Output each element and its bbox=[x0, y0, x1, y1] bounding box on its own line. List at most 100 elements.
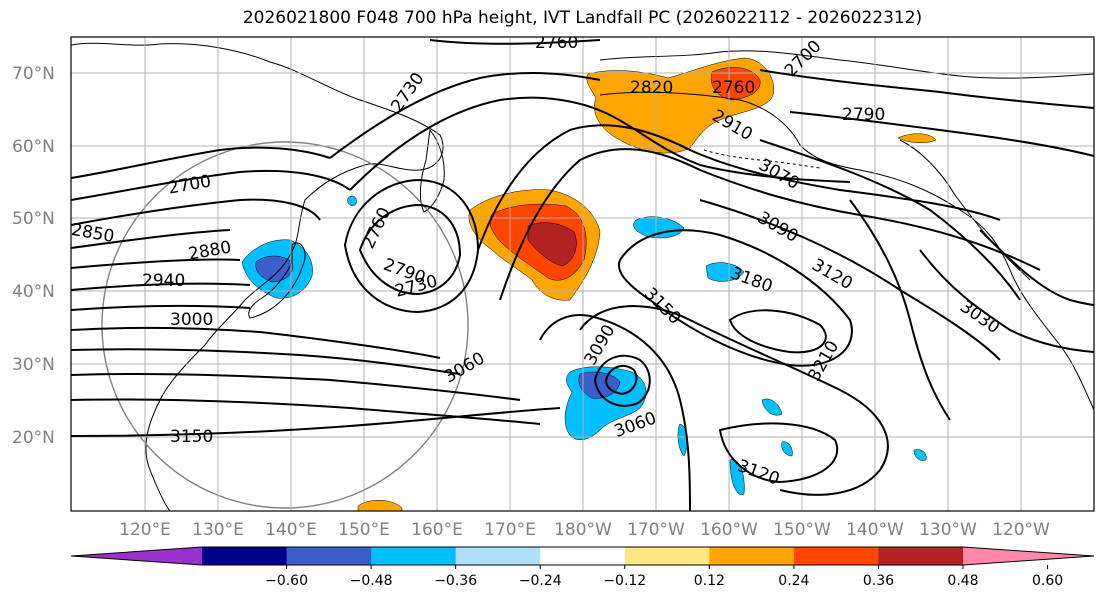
contour-label: 2790 bbox=[842, 105, 885, 125]
colorbar-swatch bbox=[793, 547, 879, 565]
colorbar-swatch bbox=[371, 547, 457, 565]
colorbar-tick-label: 0.36 bbox=[863, 573, 894, 589]
height-contours bbox=[71, 39, 1094, 511]
coast-kamchatka bbox=[419, 128, 445, 213]
anomaly-central-core bbox=[578, 371, 621, 399]
anomaly-small-f bbox=[761, 398, 783, 416]
contour-east-1 bbox=[759, 139, 1021, 301]
contour-2 bbox=[71, 169, 351, 201]
colorbar-tick-label: −0.12 bbox=[603, 573, 646, 589]
contour-sub-low-2 bbox=[604, 364, 638, 396]
contour-11 bbox=[71, 398, 541, 425]
colorbar-swatch bbox=[540, 547, 626, 565]
colorbar-outline bbox=[70, 546, 1095, 566]
contour-high-1 bbox=[617, 229, 853, 367]
lon-label: 130°E bbox=[192, 520, 244, 540]
contour-east-2 bbox=[699, 199, 1001, 361]
latitude-labels: 70°N 60°N 50°N 40°N 30°N 20°N bbox=[12, 64, 55, 448]
contour-1 bbox=[71, 146, 331, 179]
lon-label: 150°W bbox=[773, 520, 831, 540]
coast-na-west bbox=[899, 139, 1031, 281]
anomaly-small-a bbox=[633, 216, 685, 239]
anomaly-small-b bbox=[705, 262, 745, 282]
lon-label: 180°W bbox=[554, 520, 612, 540]
colorbar: −0.60 −0.48 −0.36 −0.24 −0.12 0.12 0.24 0.36 0.4… bbox=[70, 546, 1095, 589]
coast-alaska bbox=[599, 91, 1094, 411]
contour-north-1 bbox=[429, 39, 601, 45]
contour-east-5 bbox=[979, 229, 1094, 306]
lon-label: 150°E bbox=[338, 520, 390, 540]
colorbar-extend-low bbox=[71, 547, 202, 565]
colorbar-tick-label: −0.48 bbox=[350, 573, 393, 589]
contour-label: 2760 bbox=[712, 78, 755, 98]
lat-label: 60°N bbox=[12, 137, 55, 157]
contour-5 bbox=[71, 258, 241, 269]
coastlines bbox=[71, 42, 1094, 511]
contour-ridge-1 bbox=[329, 71, 601, 159]
lat-label: 30°N bbox=[12, 355, 55, 375]
lon-label: 140°W bbox=[846, 520, 904, 540]
contour-8 bbox=[71, 326, 441, 359]
contour-label: 3150 bbox=[170, 427, 213, 447]
contour-label: 2940 bbox=[142, 271, 185, 291]
plot-frame bbox=[70, 36, 1095, 512]
contour-label: 2820 bbox=[630, 78, 673, 98]
anomaly-small-g bbox=[781, 441, 793, 457]
anomaly-small-c bbox=[347, 195, 357, 206]
colorbar-swatch bbox=[624, 547, 710, 565]
anomaly-small-e bbox=[729, 459, 745, 495]
contour-label: 2760 bbox=[535, 33, 578, 53]
colorbar-swatch bbox=[455, 547, 541, 565]
colorbar-tick-label: 0.60 bbox=[1032, 573, 1063, 589]
contour-3 bbox=[71, 198, 321, 226]
colorbar-swatch bbox=[286, 547, 372, 565]
contour-sub-2 bbox=[539, 314, 691, 511]
contour-north-2 bbox=[759, 69, 1094, 109]
lon-label: 120°W bbox=[992, 520, 1050, 540]
contour-ridge-2 bbox=[349, 96, 851, 191]
contour-east-3 bbox=[849, 199, 951, 421]
colorbar-tick-label: 0.24 bbox=[778, 573, 809, 589]
colorbar-swatch bbox=[709, 547, 795, 565]
contour-9 bbox=[71, 348, 461, 375]
anomaly-dateline-core bbox=[527, 222, 577, 267]
lon-label: 170°E bbox=[484, 520, 536, 540]
contour-6 bbox=[71, 282, 251, 291]
lat-label: 20°N bbox=[12, 428, 55, 448]
contour-label: 3000 bbox=[170, 310, 213, 330]
lon-label: 130°W bbox=[919, 520, 977, 540]
colorbar-extend-high bbox=[963, 547, 1094, 565]
lon-label: 120°E bbox=[119, 520, 171, 540]
lon-label: 160°W bbox=[700, 520, 758, 540]
anomaly-small-1 bbox=[897, 133, 937, 143]
contour-se bbox=[718, 422, 838, 484]
lon-label: 170°W bbox=[627, 520, 685, 540]
contour-north-3 bbox=[789, 111, 1094, 157]
colorbar-tick-label: −0.60 bbox=[265, 573, 308, 589]
negative-anomaly-regions bbox=[241, 195, 927, 495]
colorbar-swatch bbox=[878, 547, 964, 565]
coast-asia bbox=[71, 42, 444, 511]
contour-high-2 bbox=[728, 309, 827, 354]
anomaly-small-h bbox=[913, 449, 927, 461]
contour-4 bbox=[71, 229, 231, 249]
contour-7 bbox=[71, 304, 251, 311]
lon-label: 140°E bbox=[265, 520, 317, 540]
contour-10 bbox=[71, 372, 521, 401]
anomaly-arctic-core bbox=[710, 67, 761, 101]
contour-sub-1 bbox=[579, 305, 889, 496]
longitude-labels: 120°E 130°E 140°E 150°E 160°E 170°E 180°… bbox=[119, 520, 1050, 540]
contour-sub-low bbox=[593, 354, 651, 407]
colorbar-tick-label: 0.12 bbox=[694, 573, 725, 589]
contour-ridge-3 bbox=[477, 124, 1001, 251]
landfall-circle bbox=[101, 141, 469, 509]
lon-label: 160°E bbox=[411, 520, 463, 540]
coast-arctic bbox=[599, 50, 1094, 79]
contour-low bbox=[358, 203, 462, 296]
colorbar-swatch bbox=[202, 547, 288, 565]
lat-label: 40°N bbox=[12, 282, 55, 302]
lat-label: 70°N bbox=[12, 64, 55, 84]
anomaly-japan-core bbox=[255, 255, 294, 283]
colorbar-tick-label: −0.24 bbox=[519, 573, 562, 589]
